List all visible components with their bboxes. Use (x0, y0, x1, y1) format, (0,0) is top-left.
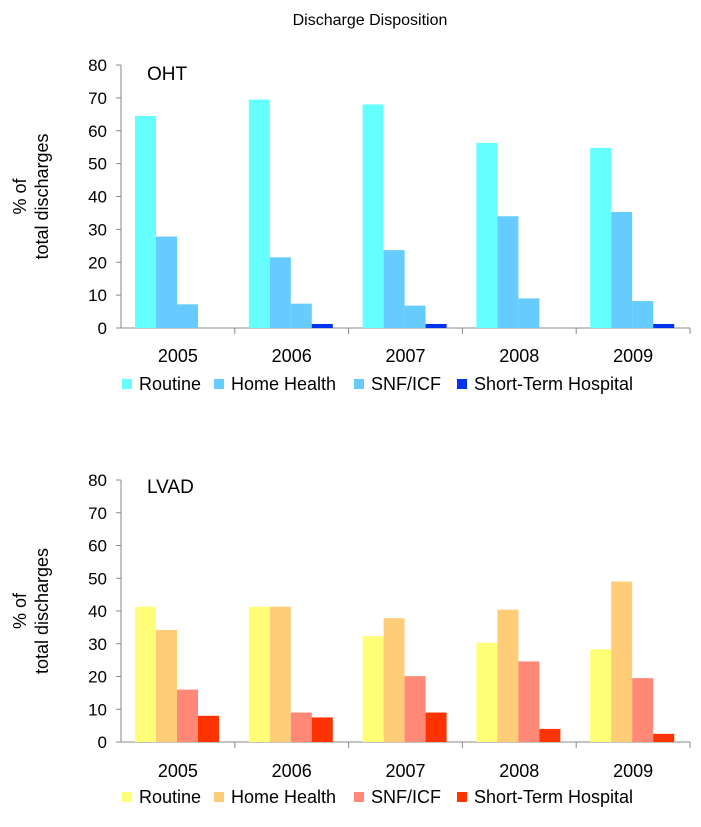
legend-label-routine: Routine (139, 374, 201, 394)
x-tick-label: 2008 (499, 346, 539, 366)
bar-home-health-2009 (611, 211, 633, 328)
bar-routine-2007 (362, 104, 384, 328)
legend-swatch-routine (122, 379, 132, 389)
bar-short-term-hospital-2007 (425, 324, 447, 328)
x-tick-label: 2005 (158, 346, 198, 366)
x-tick-label: 2006 (272, 346, 312, 366)
bar-home-health-2008 (497, 609, 519, 742)
legend-swatch-home-health (214, 379, 224, 389)
bar-short-term-hospital-2007 (425, 712, 447, 742)
x-tick-label: 2009 (613, 761, 653, 781)
bar-snf-icf-2009 (632, 301, 654, 328)
y-tick-label: 70 (88, 89, 107, 108)
legend-label-home-health: Home Health (231, 787, 336, 807)
bar-short-term-hospital-2006 (311, 324, 333, 328)
bar-home-health-2007 (383, 618, 405, 742)
legend-swatch-home-health (214, 792, 224, 802)
y-tick-label: 70 (88, 504, 107, 523)
bar-snf-icf-2008 (518, 298, 540, 328)
y-tick-label: 50 (88, 569, 107, 588)
y-tick-label: 30 (88, 635, 107, 654)
legend-label-snf-icf: SNF/ICF (371, 787, 441, 807)
legend-label-routine: Routine (139, 787, 201, 807)
y-tick-label: 10 (88, 286, 107, 305)
bar-short-term-hospital-2005 (198, 715, 219, 742)
y-tick-label: 20 (88, 253, 107, 272)
bar-routine-2006 (248, 99, 270, 328)
legend-swatch-snf-icf (354, 792, 364, 802)
legend-label-short-term-hospital: Short-Term Hospital (474, 374, 633, 394)
y-tick-label: 60 (88, 537, 107, 556)
bar-routine-2009 (590, 147, 612, 328)
x-tick-label: 2005 (158, 761, 198, 781)
panel-title: LVAD (147, 477, 194, 498)
y-tick-label: 40 (88, 602, 107, 621)
y-axis-title: % of total discharges (10, 133, 52, 259)
y-tick-label: 0 (98, 319, 107, 338)
bar-routine-2008 (476, 642, 498, 742)
y-tick-label: 50 (88, 155, 107, 174)
bar-short-term-hospital-2006 (311, 717, 333, 742)
bar-snf-icf-2007 (404, 676, 426, 742)
legend-label-short-term-hospital: Short-Term Hospital (474, 787, 633, 807)
y-tick-label: 60 (88, 122, 107, 141)
bar-snf-icf-2005 (177, 689, 198, 742)
y-tick-label: 40 (88, 188, 107, 207)
bar-snf-icf-2009 (632, 678, 654, 742)
y-tick-label: 20 (88, 668, 107, 687)
chart-title: Discharge Disposition (293, 12, 448, 29)
bar-snf-icf-2007 (404, 305, 426, 328)
y-tick-label: 80 (88, 471, 107, 490)
x-tick-label: 2008 (499, 761, 539, 781)
bar-home-health-2006 (269, 257, 291, 328)
y-tick-label: 0 (98, 733, 107, 752)
legend-swatch-routine (122, 792, 132, 802)
x-tick-label: 2007 (385, 761, 425, 781)
chart-panel-oht: 0 10 20 30 40 50 60 70 80 2005 2006 2007 2008 2009 OHT… (10, 56, 691, 394)
bar-home-health-2006 (269, 606, 291, 742)
x-tick-label: 2006 (272, 761, 312, 781)
panel-title: OHT (147, 64, 188, 85)
bar-home-health-2009 (611, 581, 633, 742)
bar-routine-2008 (476, 142, 498, 328)
y-tick-label: 80 (88, 56, 107, 75)
bar-routine-2009 (590, 649, 612, 742)
bar-home-health-2005 (156, 236, 177, 328)
bar-short-term-hospital-2009 (653, 324, 675, 328)
legend-swatch-short-term-hospital (457, 379, 467, 389)
bar-snf-icf-2006 (290, 303, 312, 328)
bar-snf-icf-2008 (518, 661, 540, 742)
bar-home-health-2005 (156, 629, 177, 742)
legend-label-snf-icf: SNF/ICF (371, 374, 441, 394)
bar-routine-2005 (135, 606, 156, 742)
bar-snf-icf-2006 (290, 712, 312, 742)
bar-home-health-2007 (383, 250, 405, 328)
bar-routine-2006 (248, 606, 270, 742)
y-tick-label: 10 (88, 700, 107, 719)
y-tick-label: 30 (88, 220, 107, 239)
x-tick-label: 2009 (613, 346, 653, 366)
legend-label-home-health: Home Health (231, 374, 336, 394)
x-tick-label: 2007 (385, 346, 425, 366)
bar-snf-icf-2005 (177, 304, 198, 328)
bar-short-term-hospital-2009 (653, 733, 675, 742)
legend-swatch-snf-icf (354, 379, 364, 389)
y-axis-title: % of total discharges (10, 548, 52, 674)
bar-routine-2005 (135, 115, 156, 328)
bar-short-term-hospital-2008 (539, 728, 561, 742)
chart-panel-lvad: 0 10 20 30 40 50 60 70 80 2005 2006 2007 2008 2009 LVA… (10, 471, 691, 807)
bar-routine-2007 (362, 636, 384, 742)
legend-swatch-short-term-hospital (457, 792, 467, 802)
bar-home-health-2008 (497, 216, 519, 328)
